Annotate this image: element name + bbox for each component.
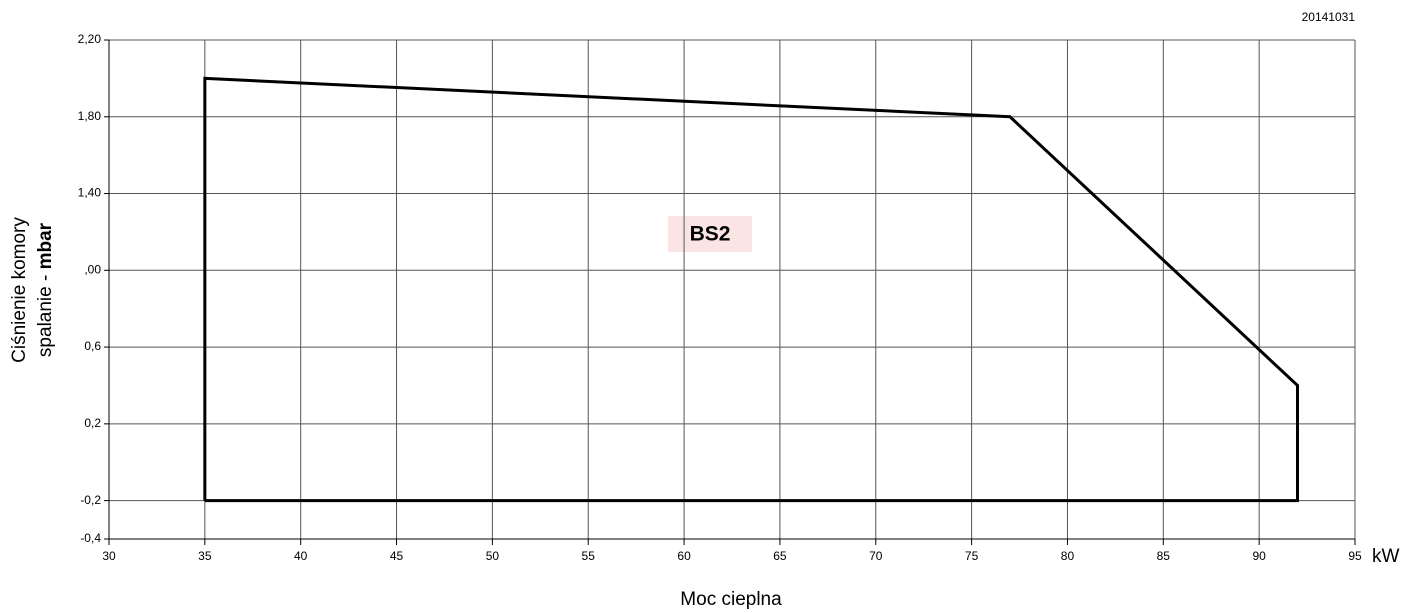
x-tick-label: 30 (102, 549, 116, 563)
y-axis-label: Ciśnienie komory (9, 217, 30, 363)
y-axis-label: spalanie - mbar (35, 222, 56, 357)
x-tick-label: 90 (1252, 549, 1266, 563)
y-tick-label: -0,4 (80, 531, 101, 545)
annotation: BS2 (690, 223, 731, 246)
x-tick-label: 35 (198, 549, 212, 563)
y-tick-label: ,00 (84, 262, 101, 276)
x-tick-label: 75 (965, 549, 979, 563)
y-tick-label: -0,2 (80, 493, 101, 507)
line-series (203, 76, 1299, 503)
y-axis-label-part: spalanie - (35, 275, 56, 357)
x-tick-label: 65 (773, 549, 787, 563)
x-unit: kW (1372, 546, 1400, 567)
x-tick-label: 60 (677, 549, 691, 563)
x-tick-label: 80 (1061, 549, 1075, 563)
y-tick-label: 1,80 (78, 109, 102, 123)
x-tick-label: 45 (390, 549, 404, 563)
y-tick-label: 0,2 (84, 416, 101, 430)
y-axis-label-unit: mbar (35, 222, 56, 269)
y-tick-label: 1,40 (78, 186, 102, 200)
y-tick-label: 2,20 (78, 32, 102, 46)
x-tick-label: 85 (1157, 549, 1171, 563)
stamp: 20141031 (1302, 10, 1356, 24)
x-tick-label: 40 (294, 549, 308, 563)
x-tick-label: 95 (1348, 549, 1362, 563)
x-axis-label: Moc cieplna (680, 589, 782, 610)
x-tick-label: 50 (486, 549, 500, 563)
x-tick-label: 55 (582, 549, 596, 563)
annotation-box (668, 216, 752, 252)
y-tick-label: 0,6 (84, 339, 101, 353)
x-tick-label: 70 (869, 549, 883, 563)
